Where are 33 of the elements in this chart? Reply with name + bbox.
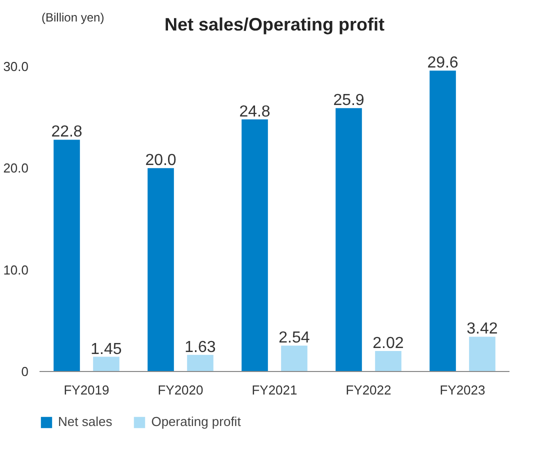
data-label: 2.54	[278, 330, 310, 347]
bar	[375, 350, 402, 372]
bar	[281, 346, 308, 372]
data-label: 3.42	[466, 320, 498, 338]
y-axis-title: (Billion yen)	[42, 10, 104, 24]
bar	[54, 140, 80, 372]
bar	[242, 119, 268, 372]
legend-label: Operating profit	[151, 414, 241, 429]
x-tick-label: FY2023	[440, 382, 486, 398]
bar	[336, 108, 362, 372]
data-label: 25.9	[333, 92, 364, 110]
data-label: 1.63	[184, 338, 216, 356]
bar	[187, 354, 214, 372]
legend-label: Net sales	[58, 414, 112, 429]
y-tick-label: 10.0	[3, 262, 29, 278]
chart-title: Net sales/Operating profit	[164, 14, 385, 34]
x-tick-label: FY2020	[158, 382, 204, 398]
x-tick-label: FY2019	[64, 382, 110, 398]
bar	[469, 336, 496, 372]
y-tick-label: 0	[21, 364, 29, 379]
bar	[430, 70, 456, 372]
x-tick-label: FY2022	[346, 382, 392, 398]
data-label: 2.02	[372, 334, 404, 352]
bar	[93, 356, 120, 372]
data-label: 22.8	[51, 124, 82, 141]
y-tick-label: 20.0	[3, 160, 29, 176]
data-label: 20.0	[145, 152, 176, 170]
y-tick-label: 30.0	[3, 59, 29, 74]
data-label: 29.6	[427, 54, 458, 72]
data-label: 1.45	[90, 340, 122, 358]
x-tick-label: FY2021	[252, 382, 298, 398]
data-label: 24.8	[239, 103, 270, 120]
bar	[148, 168, 174, 372]
